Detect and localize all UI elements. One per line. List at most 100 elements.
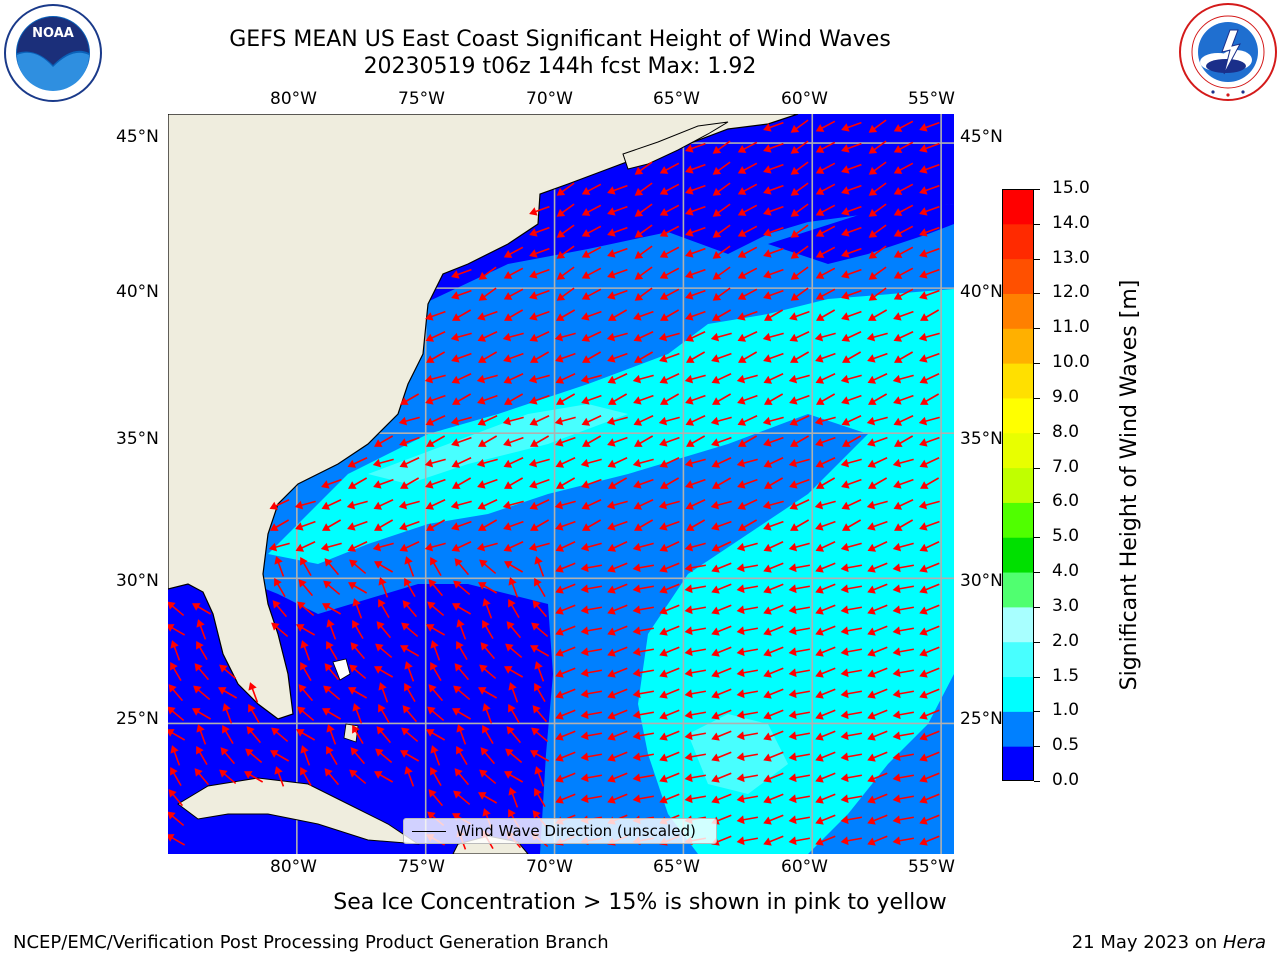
- direction-arrow-head: [404, 556, 413, 565]
- direction-arrow-head: [659, 292, 669, 300]
- direction-arrow-head: [841, 355, 851, 363]
- direction-arrow-head: [685, 186, 694, 195]
- colorbar: [1002, 189, 1034, 781]
- direction-arrow-head: [531, 622, 540, 631]
- direction-arrow-head: [428, 579, 437, 588]
- direction-arrow-head: [685, 396, 694, 405]
- direction-arrow-head: [555, 481, 565, 489]
- direction-arrow-head: [633, 312, 642, 321]
- direction-arrow-head: [222, 724, 230, 734]
- direction-arrow-head: [736, 542, 746, 552]
- footer-machine: Hera: [1222, 932, 1266, 953]
- direction-arrow-head: [607, 753, 616, 762]
- direction-arrow-head: [841, 144, 850, 153]
- direction-arrow-head: [347, 481, 357, 489]
- direction-arrow-head: [711, 606, 720, 615]
- direction-arrow-head: [352, 703, 361, 712]
- direction-arrow-head: [840, 584, 849, 594]
- nws-logo: [1178, 2, 1278, 102]
- direction-arrow-head: [401, 622, 410, 631]
- direction-arrow-head: [919, 669, 928, 678]
- direction-arrow-head: [480, 642, 489, 651]
- direction-arrow-head: [892, 374, 902, 384]
- direction-arrow-head: [399, 438, 408, 447]
- direction-arrow-head: [711, 481, 721, 489]
- direction-arrow-head: [454, 663, 463, 672]
- direction-arrow-head: [919, 354, 928, 363]
- direction-arrow-head: [528, 542, 538, 552]
- direction-arrow-head: [763, 459, 773, 468]
- direction-arrow-head: [841, 501, 851, 510]
- direction-arrow-head: [607, 606, 616, 615]
- direction-arrow-head: [349, 664, 358, 673]
- direction-arrow-head: [606, 500, 616, 510]
- direction-arrow-head: [321, 501, 331, 510]
- direction-arrow-head: [659, 711, 668, 720]
- direction-arrow-head: [451, 291, 460, 300]
- direction-arrow-head: [352, 724, 360, 734]
- direction-arrow-head: [633, 417, 643, 426]
- direction-arrow-head: [737, 292, 747, 300]
- direction-arrow-head: [919, 481, 929, 489]
- direction-arrow-head: [815, 774, 824, 783]
- direction-arrow-head: [170, 640, 179, 649]
- direction-arrow-head: [555, 627, 564, 636]
- direction-arrow-head: [711, 564, 720, 573]
- direction-arrow-head: [480, 747, 489, 756]
- direction-arrow-head: [763, 648, 772, 657]
- direction-arrow-head: [632, 374, 642, 384]
- direction-arrow-head: [607, 564, 616, 573]
- direction-arrow-head: [919, 228, 928, 237]
- direction-arrow-head: [815, 816, 824, 825]
- direction-arrow-head: [220, 747, 229, 756]
- direction-arrow-head: [659, 564, 668, 573]
- direction-arrow-head: [893, 250, 903, 258]
- direction-arrow-head: [919, 123, 928, 132]
- direction-arrow-head: [194, 768, 203, 777]
- direction-arrow-head: [737, 166, 747, 174]
- direction-arrow-head: [529, 396, 538, 405]
- direction-arrow-head: [633, 396, 642, 405]
- direction-arrow-head: [892, 773, 901, 783]
- direction-arrow-head: [607, 249, 616, 258]
- direction-arrow-head: [556, 271, 566, 280]
- colorbar-tick-mark: [1034, 781, 1040, 782]
- direction-arrow-head: [866, 416, 876, 426]
- direction-arrow-head: [425, 417, 435, 426]
- direction-arrow-head: [790, 187, 800, 196]
- direction-arrow-head: [378, 577, 387, 586]
- direction-arrow-head: [685, 249, 694, 258]
- direction-arrow-head: [659, 481, 669, 489]
- direction-arrow-head: [763, 543, 773, 552]
- colorbar-tick-mark: [1034, 572, 1040, 574]
- direction-arrow-head: [217, 687, 227, 695]
- direction-arrow-head: [607, 585, 616, 594]
- direction-arrow-head: [867, 543, 877, 552]
- direction-arrow-head: [840, 815, 849, 825]
- direction-arrow-head: [479, 559, 488, 568]
- direction-arrow-head: [841, 123, 850, 132]
- direction-arrow-head: [168, 684, 177, 693]
- direction-arrow-head: [788, 731, 797, 741]
- direction-arrow-head: [503, 481, 513, 489]
- direction-arrow-head: [684, 458, 694, 468]
- map-legend: Wind Wave Direction (unscaled): [403, 818, 717, 844]
- direction-arrow-head: [789, 312, 798, 321]
- direction-arrow-head: [607, 669, 616, 678]
- direction-arrow-head: [711, 354, 720, 363]
- direction-arrow-head: [297, 706, 306, 715]
- direction-arrow-head: [632, 563, 641, 573]
- direction-arrow-head: [427, 706, 436, 715]
- direction-arrow-head: [736, 773, 745, 783]
- direction-arrow-head: [451, 708, 461, 716]
- direction-arrow-head: [711, 627, 720, 636]
- direction-arrow-head: [580, 689, 589, 699]
- direction-arrow-head: [684, 584, 693, 594]
- direction-arrow-head: [711, 774, 720, 783]
- direction-arrow-head: [840, 689, 849, 699]
- direction-arrow-head: [893, 417, 903, 426]
- direction-arrow-head: [427, 601, 436, 610]
- direction-arrow-head: [763, 585, 772, 594]
- direction-arrow-head: [659, 166, 669, 174]
- direction-arrow-head: [347, 522, 356, 531]
